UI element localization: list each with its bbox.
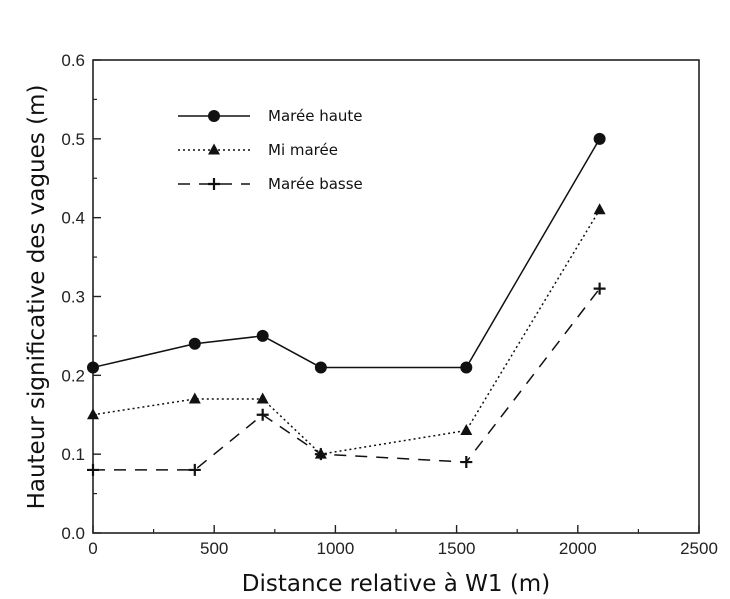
data-point: [188, 392, 201, 404]
data-point: [593, 282, 606, 295]
y-tick-label: 0.3: [61, 288, 85, 307]
x-tick-label: 2000: [559, 539, 597, 558]
data-point: [593, 132, 606, 145]
y-tick-label: 0.1: [61, 445, 85, 464]
legend-label: Mi marée: [268, 141, 338, 159]
data-point: [188, 337, 201, 350]
legend-item: Marée basse: [178, 175, 363, 193]
data-point: [460, 456, 473, 469]
x-tick-label: 0: [88, 539, 97, 558]
series-line: [92, 209, 601, 455]
data-point: [87, 463, 99, 476]
legend-marker: [208, 110, 220, 122]
data-point: [460, 424, 473, 436]
legend-marker: [208, 178, 220, 190]
x-tick-label: 1500: [438, 539, 476, 558]
y-axis-title: Hauteur significative des vagues (m): [24, 85, 50, 510]
series-1: [87, 203, 606, 459]
data-point: [87, 361, 99, 374]
data-point: [188, 463, 201, 476]
data-point: [314, 448, 327, 461]
y-tick-label: 0.5: [61, 130, 85, 149]
legend-label: Marée basse: [268, 175, 363, 193]
x-axis-title: Distance relative à W1 (m): [242, 571, 550, 597]
data-point: [314, 361, 327, 374]
data-point: [256, 392, 269, 404]
legend-item: Marée haute: [178, 107, 363, 125]
x-tick-label: 2500: [680, 539, 718, 558]
legend-item: Mi marée: [178, 141, 338, 159]
y-tick-label: 0.4: [61, 209, 85, 228]
series-2: [87, 282, 606, 476]
x-tick-label: 500: [200, 539, 228, 558]
y-tick-label: 0.2: [61, 366, 85, 385]
x-tick-label: 1000: [316, 539, 354, 558]
legend-label: Marée haute: [268, 107, 363, 125]
axis-ticks: 0 500 1000 1500 2000 2500 0.0 0.1 0.2 0.3 0.4 0.5 0.…: [61, 51, 718, 558]
legend: Marée haute Mi marée Marée basse: [178, 107, 363, 193]
series-0: [87, 132, 606, 374]
data-point: [256, 408, 269, 421]
series-line: [93, 288, 601, 471]
data-point: [256, 329, 269, 342]
y-tick-label: 0.0: [61, 524, 85, 543]
series-line: [92, 138, 601, 369]
plot-frame: [92, 59, 700, 534]
data-point: [593, 203, 606, 215]
series-layer: [87, 132, 606, 476]
legend-marker: [208, 143, 220, 155]
y-tick-label: 0.6: [61, 51, 85, 70]
data-point: [87, 408, 99, 420]
data-point: [460, 361, 473, 374]
